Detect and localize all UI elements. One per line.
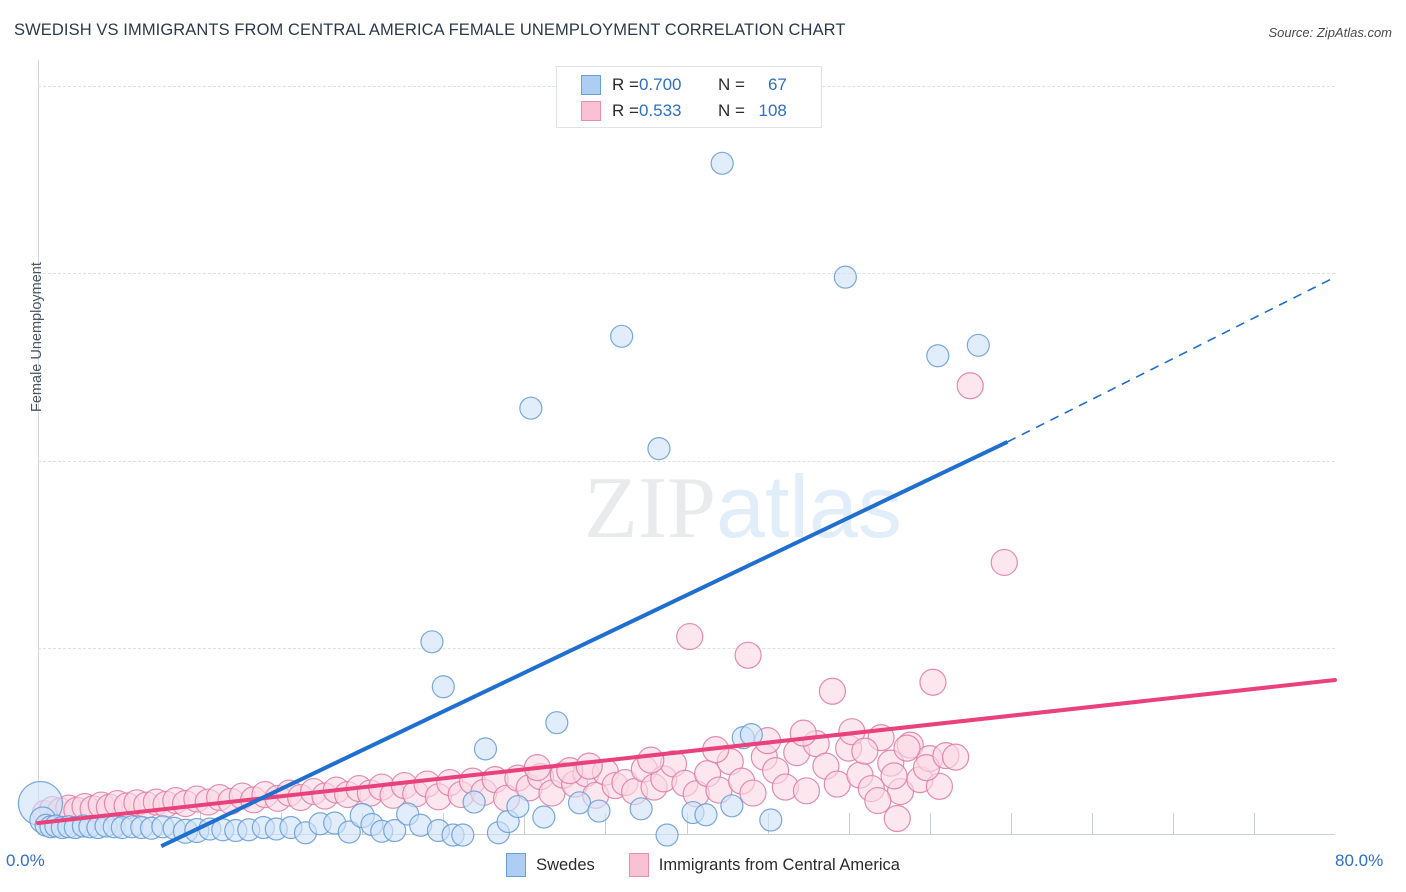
- data-point: [789, 719, 817, 747]
- data-point: [739, 779, 767, 807]
- data-point: [990, 548, 1018, 577]
- data-point: [792, 777, 821, 805]
- legend-item-central-america[interactable]: Immigrants from Central America: [628, 853, 900, 877]
- page-title: SWEDISH VS IMMIGRANTS FROM CENTRAL AMERI…: [14, 21, 846, 39]
- data-point: [734, 641, 762, 669]
- legend-label-swedes: Swedes: [536, 855, 595, 874]
- data-point: [833, 265, 857, 289]
- trendline-swedes-projection: [1007, 276, 1336, 443]
- r-value-central-america: 0.533: [638, 101, 682, 120]
- data-point: [759, 808, 783, 832]
- data-point: [883, 804, 911, 833]
- n-value-central-america: 108: [758, 101, 787, 120]
- data-point: [880, 762, 908, 790]
- data-point: [383, 818, 407, 843]
- data-point: [451, 823, 475, 847]
- legend-swatch-central-america-icon: [628, 853, 649, 877]
- data-point: [893, 734, 921, 762]
- data-point: [851, 737, 879, 765]
- r-value-swedes: 0.700: [638, 75, 682, 94]
- data-point: [956, 372, 984, 400]
- n-label: N =: [717, 101, 745, 120]
- series-central-america: [31, 372, 1018, 833]
- x-axis-tick: [1253, 813, 1255, 835]
- watermark-zip: ZIP: [584, 460, 716, 557]
- trendline-central-america: [36, 678, 1337, 826]
- swatch-swedes-icon: [581, 75, 601, 95]
- n-value-swedes: 67: [767, 75, 787, 94]
- data-point: [545, 711, 569, 735]
- data-point: [637, 746, 665, 774]
- x-axis-tick: [929, 813, 931, 835]
- data-point: [919, 668, 947, 696]
- n-label: N =: [717, 75, 745, 94]
- data-point: [462, 790, 486, 814]
- data-point: [420, 630, 444, 654]
- gridline: [38, 273, 1335, 275]
- x-axis-tick: [1010, 813, 1012, 835]
- data-point: [926, 344, 950, 368]
- x-axis-tick: [524, 813, 526, 835]
- data-point: [587, 799, 611, 823]
- legend-label-central-america: Immigrants from Central America: [658, 855, 900, 874]
- data-point: [720, 794, 744, 818]
- data-point: [473, 737, 498, 761]
- data-point: [337, 820, 361, 844]
- data-point: [647, 437, 671, 461]
- stat-row-swedes: R = 0.700 N = 67: [557, 72, 821, 98]
- stat-row-central-america: R = 0.533 N = 108: [557, 98, 821, 124]
- correlation-stats-box: R = 0.700 N = 67 R = 0.533 N = 108: [556, 66, 822, 128]
- legend-swatch-swedes-icon: [506, 853, 527, 877]
- swatch-central-america-icon: [581, 101, 601, 121]
- x-axis-tick: [1091, 813, 1093, 835]
- data-point: [942, 743, 970, 771]
- data-point: [966, 333, 990, 357]
- data-point: [519, 396, 543, 420]
- scatter-plot: [17, 151, 1337, 849]
- trendline-swedes: [160, 440, 1009, 849]
- data-point: [575, 752, 603, 780]
- data-point: [676, 622, 704, 651]
- legend-item-swedes[interactable]: Swedes: [506, 853, 595, 877]
- data-point: [864, 786, 892, 815]
- data-point: [912, 754, 941, 782]
- data-point: [431, 675, 455, 699]
- source-attribution: Source: ZipAtlas.com: [1268, 25, 1392, 40]
- x-axis-tick: [605, 813, 607, 835]
- x-axis-tick: [686, 813, 688, 835]
- data-point: [567, 791, 592, 815]
- r-label: R =: [612, 75, 639, 94]
- r-label: R =: [612, 101, 639, 120]
- data-point: [610, 324, 634, 348]
- x-axis-tick: [1172, 813, 1174, 835]
- gridline: [38, 460, 1335, 462]
- plot-area: Female Unemployment ZIPatlas 25.0%50.0%7…: [17, 60, 1337, 849]
- data-point: [506, 794, 530, 819]
- data-point: [710, 151, 734, 175]
- data-point: [694, 803, 718, 827]
- x-axis-min-label: 0.0%: [6, 851, 45, 870]
- data-point: [818, 677, 847, 705]
- data-point: [925, 772, 954, 800]
- chart-legend: Swedes Immigrants from Central America: [0, 849, 1406, 881]
- x-axis-max-label: 80.0%: [1335, 851, 1384, 870]
- x-axis-tick: [848, 813, 850, 835]
- y-axis-line: [38, 60, 39, 835]
- data-point: [629, 797, 653, 821]
- data-point: [532, 805, 556, 829]
- data-point: [655, 823, 679, 847]
